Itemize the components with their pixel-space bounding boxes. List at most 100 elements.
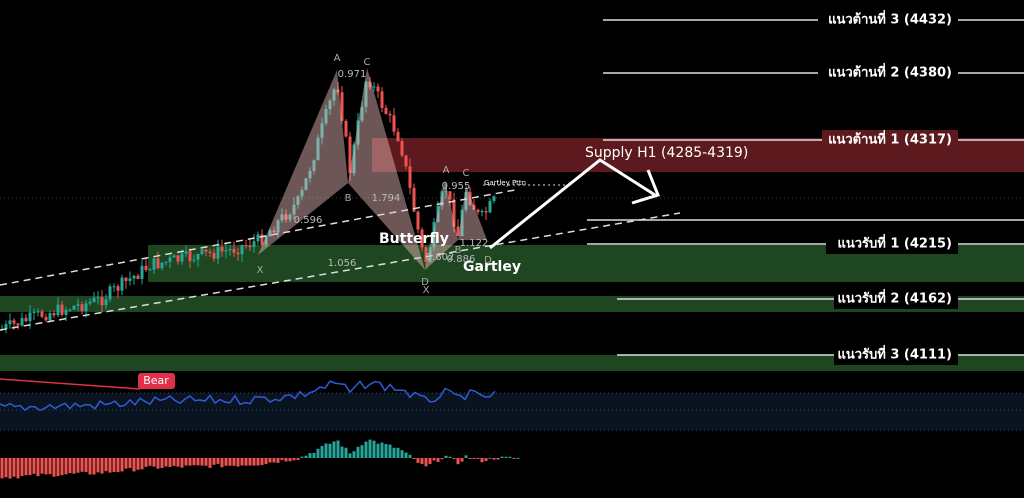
candle-body xyxy=(324,109,328,124)
rsi-line xyxy=(0,380,496,412)
candle-body xyxy=(4,324,8,330)
histogram-bar xyxy=(288,458,292,462)
histogram-bar xyxy=(20,458,24,477)
candle-body xyxy=(60,304,64,315)
histogram-bar xyxy=(484,458,488,461)
histogram-bar xyxy=(168,458,172,467)
histogram-bar xyxy=(296,458,300,460)
candle-body xyxy=(56,304,60,316)
candle-body xyxy=(36,311,40,313)
point-label: C xyxy=(463,168,470,179)
histogram-bar xyxy=(92,458,96,475)
candle-body xyxy=(416,211,420,230)
histogram-bar xyxy=(276,458,280,463)
support-label: แนวรับที่ 1 (4215) xyxy=(837,234,952,252)
ratio-label: 1.122 xyxy=(460,238,489,249)
candle-body xyxy=(276,220,280,233)
butterfly-leg xyxy=(258,70,348,255)
candle-body xyxy=(308,170,312,179)
candle-body xyxy=(200,249,204,255)
candle-body xyxy=(400,141,404,156)
candle-body xyxy=(344,120,348,137)
resistance-label: แนวต้านที่ 1 (4317) xyxy=(828,130,952,148)
pattern-name: Butterfly xyxy=(379,231,449,247)
histogram-bar xyxy=(164,458,168,467)
histogram-bar xyxy=(136,458,140,470)
histogram-bar xyxy=(452,458,456,460)
candle-body xyxy=(204,249,208,252)
candle-body xyxy=(488,200,492,213)
candle-body xyxy=(376,86,380,92)
candle-body xyxy=(340,92,344,121)
support-zone xyxy=(0,355,1024,371)
label-bg xyxy=(826,234,958,254)
candle-body xyxy=(336,89,340,93)
candle-body xyxy=(32,311,36,313)
histogram-bar xyxy=(108,458,112,473)
histogram-bar xyxy=(152,458,156,467)
candle-body xyxy=(364,81,368,108)
candle-body xyxy=(80,304,84,311)
point-label: B xyxy=(345,193,352,204)
histogram-bar xyxy=(116,458,120,473)
histogram-bar xyxy=(244,458,248,466)
histogram-bar xyxy=(468,458,472,459)
histogram-bar xyxy=(160,458,164,469)
candle-body xyxy=(72,305,76,310)
candle-body xyxy=(484,211,488,213)
candle-body xyxy=(260,234,264,245)
candle-body xyxy=(372,86,376,88)
candle-body xyxy=(144,265,148,271)
histogram-bar xyxy=(400,450,404,458)
histogram-bar xyxy=(392,447,396,458)
candle-body xyxy=(272,230,276,233)
histogram-bar xyxy=(16,458,20,479)
histogram-bar xyxy=(80,458,84,472)
channel-line xyxy=(0,189,516,286)
histogram-bar xyxy=(472,458,476,459)
candle-body xyxy=(136,275,140,279)
candle-body xyxy=(476,209,480,213)
candle-body xyxy=(156,258,160,269)
histogram-bar xyxy=(440,458,444,460)
candle-body xyxy=(460,209,464,236)
histogram-bar xyxy=(444,455,448,458)
histogram-bar xyxy=(76,458,80,473)
candle-body xyxy=(436,206,440,223)
histogram-bar xyxy=(516,457,520,459)
candle-body xyxy=(164,261,168,263)
candle-body xyxy=(208,251,212,253)
histogram-bar xyxy=(0,458,4,479)
histogram-bar xyxy=(388,444,392,458)
histogram-bar xyxy=(256,458,260,466)
histogram-bar xyxy=(304,455,308,458)
point-label: A xyxy=(334,53,341,64)
histogram-bar xyxy=(4,458,8,478)
histogram-bar xyxy=(208,458,212,468)
histogram-bar xyxy=(344,447,348,458)
label-bg xyxy=(822,130,958,150)
candle-body xyxy=(116,286,120,291)
candle-body xyxy=(320,123,324,138)
histogram-bar xyxy=(40,458,44,474)
point-label: D xyxy=(421,277,429,288)
candle-body xyxy=(28,312,32,322)
candle-body xyxy=(332,89,336,101)
candle-body xyxy=(140,265,144,279)
histogram-bar xyxy=(260,458,264,466)
label-bg xyxy=(834,345,958,365)
histogram-bar xyxy=(476,458,480,459)
histogram-bar xyxy=(312,452,316,458)
candle-body xyxy=(96,297,100,299)
histogram-bar xyxy=(224,458,228,466)
histogram-bar xyxy=(72,458,76,474)
histogram-bar xyxy=(272,458,276,463)
point-label: X xyxy=(423,285,430,296)
candle-body xyxy=(268,230,272,237)
candle-body xyxy=(408,166,412,188)
histogram-bar xyxy=(404,452,408,458)
candle-body xyxy=(280,214,284,221)
histogram-bar xyxy=(372,440,376,458)
candle-body xyxy=(452,199,456,227)
candle-body xyxy=(132,275,136,279)
